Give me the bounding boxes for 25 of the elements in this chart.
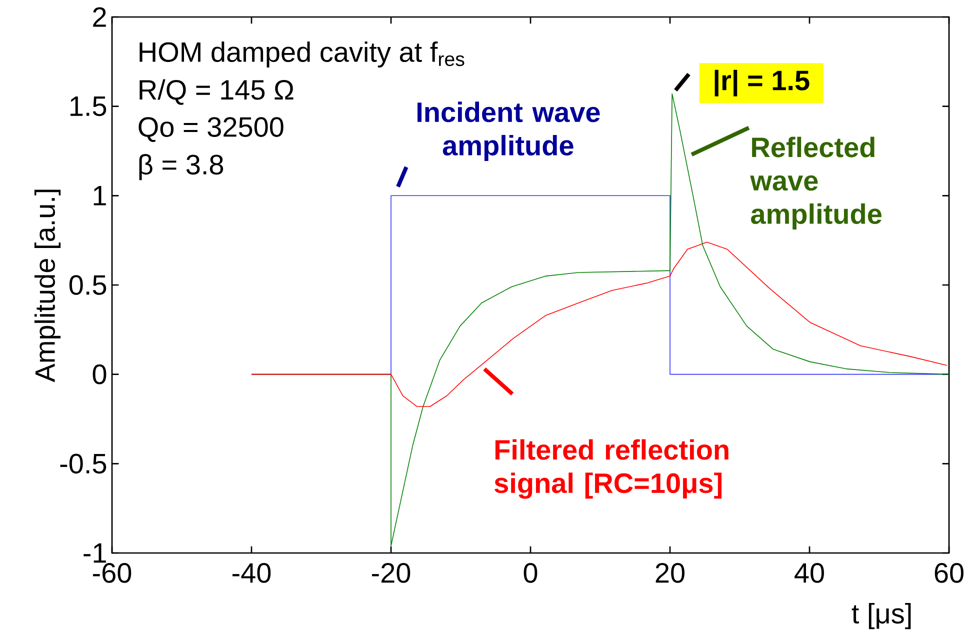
y-tick-label: 1.5 (70, 96, 106, 116)
y-tick-label: 0.5 (69, 275, 106, 295)
annotation: Incident wave amplitude (417, 102, 600, 162)
x-tick-label: 20 (656, 563, 684, 583)
x-tick-label: -60 (93, 563, 132, 583)
y-tick-label: 1 (94, 186, 106, 206)
x-tick-label: -40 (232, 563, 271, 583)
annotation: Qo = 32500 (138, 117, 284, 142)
annotation: |r| = 1.5 (714, 70, 810, 96)
x-tick-label: 0 (524, 563, 538, 583)
annotation: HOM damped cavity at f$_{res}$ (140, 41, 464, 68)
x-tick-label: 40 (794, 563, 824, 583)
x-tick-label: -20 (372, 563, 410, 583)
x-axis-title: t [μs] (852, 603, 911, 630)
y-tick-label: -1 (84, 543, 106, 563)
line-series (251, 242, 948, 407)
annotation: Filtered reflection signal [RC=10μs] (494, 439, 728, 499)
y-tick-label: -0.5 (60, 454, 106, 474)
y-tick-label: 0 (92, 364, 106, 384)
annotation: β = 3.8 (139, 154, 224, 180)
annotation: R/Q = 145 Ω (140, 79, 294, 105)
x-tick-label: 60 (934, 563, 964, 583)
y-tick-label: 2 (93, 7, 106, 27)
y-axis-title: Amplitude [a.u.] (34, 190, 61, 382)
annotation: Reflected wave amplitude (750, 136, 882, 230)
